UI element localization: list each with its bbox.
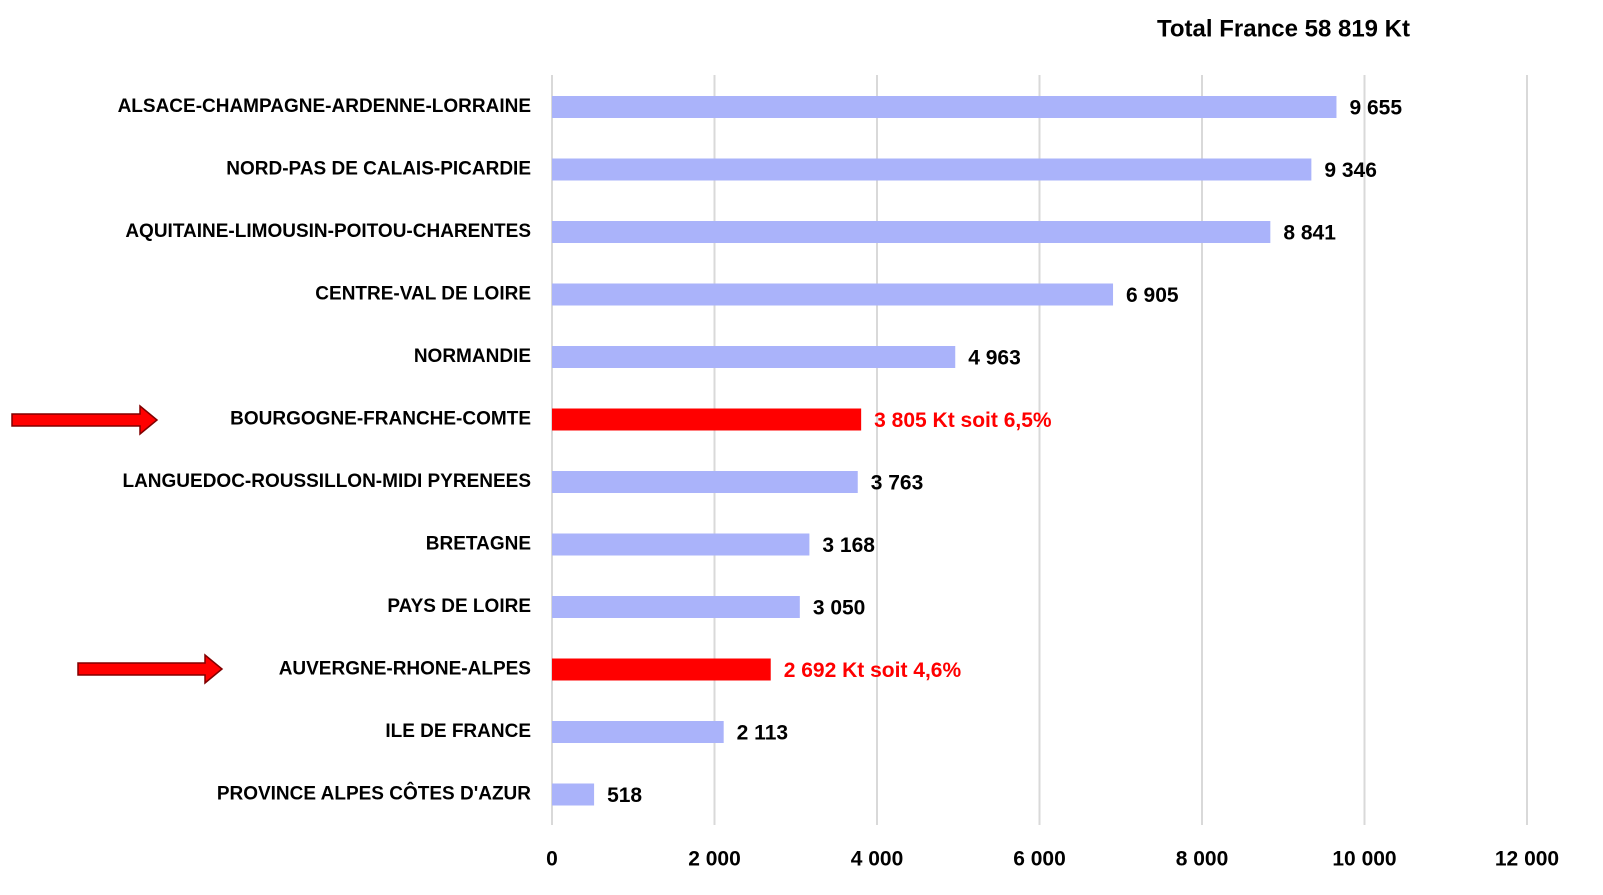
bar: [552, 408, 862, 431]
y-tick-label: PAYS DE LOIRE: [387, 596, 531, 617]
value-label: 9 346: [1324, 159, 1377, 182]
bar: [552, 721, 724, 743]
bar: [552, 783, 595, 806]
bar: [552, 283, 1114, 306]
value-label: 8 841: [1283, 222, 1336, 245]
value-label: 4 963: [968, 347, 1021, 370]
bar: [552, 471, 858, 493]
bar: [552, 96, 1337, 118]
y-tick-label: CENTRE-VAL DE LOIRE: [315, 284, 531, 305]
x-tick-label: 8 000: [1176, 848, 1229, 871]
y-tick-label: ILE DE FRANCE: [385, 721, 531, 742]
x-tick-label: 0: [546, 848, 558, 871]
y-tick-label: BRETAGNE: [426, 534, 531, 555]
bar: [552, 158, 1312, 181]
value-label: 518: [607, 784, 642, 807]
y-tick-label: NORMANDIE: [414, 346, 531, 367]
y-tick-label: PROVINCE ALPES CÔTES D'AZUR: [217, 783, 531, 805]
bar: [552, 533, 810, 556]
x-tick-label: 2 000: [688, 848, 741, 871]
x-tick-label: 10 000: [1332, 848, 1396, 871]
x-tick-label: 4 000: [851, 848, 904, 871]
y-tick-label: AQUITAINE-LIMOUSIN-POITOU-CHARENTES: [125, 221, 531, 242]
value-label: 9 655: [1349, 97, 1402, 120]
y-tick-label: ALSACE-CHAMPAGNE-ARDENNE-LORRAINE: [118, 96, 531, 117]
value-label: 2 113: [737, 722, 788, 745]
bar: [552, 221, 1271, 243]
value-label: 3 168: [822, 534, 875, 557]
arrow: [77, 653, 224, 685]
value-label: 3 050: [813, 597, 866, 620]
y-tick-label: AUVERGNE-RHONE-ALPES: [279, 659, 531, 680]
value-label: 6 905: [1126, 284, 1179, 307]
arrow: [11, 404, 159, 436]
bar: [552, 346, 956, 368]
bar: [552, 658, 771, 681]
y-tick-label: LANGUEDOC-ROUSSILLON-MIDI PYRENEES: [122, 471, 531, 492]
value-label: 3 805 Kt soit 6,5%: [874, 409, 1052, 432]
bar: [552, 596, 800, 618]
value-label: 3 763: [871, 472, 924, 495]
y-tick-label: NORD-PAS DE CALAIS-PICARDIE: [226, 159, 531, 180]
x-tick-label: 12 000: [1495, 848, 1559, 871]
y-tick-label: BOURGOGNE-FRANCHE-COMTE: [230, 409, 531, 430]
value-label: 2 692 Kt soit 4,6%: [784, 659, 962, 682]
x-tick-label: 6 000: [1013, 848, 1066, 871]
chart-title: Total France 58 819 Kt: [1157, 15, 1410, 42]
